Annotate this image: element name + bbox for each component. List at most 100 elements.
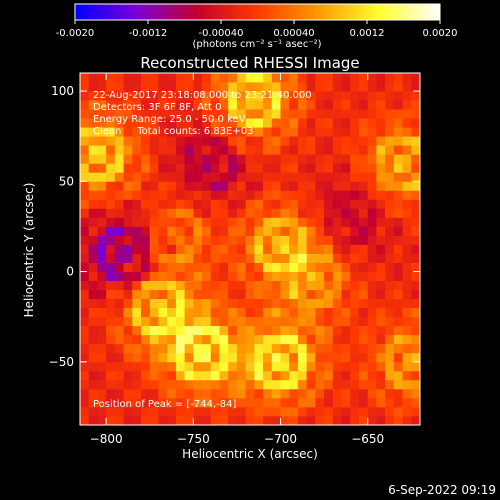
- heatmap-cell: [280, 73, 290, 83]
- heatmap-cell: [149, 298, 159, 309]
- heatmap-cell: [350, 244, 360, 254]
- heatmap-cell: [193, 118, 203, 128]
- heatmap-cell: [315, 145, 325, 155]
- heatmap-cell: [80, 172, 90, 182]
- heatmap-cell: [411, 370, 420, 381]
- heatmap-cell: [315, 253, 325, 263]
- heatmap-cell: [376, 316, 386, 327]
- heatmap-cell: [306, 325, 316, 336]
- heatmap-cell: [332, 199, 342, 209]
- heatmap-cell: [280, 298, 290, 309]
- heatmap-cell: [289, 262, 299, 272]
- heatmap-cell: [202, 91, 212, 101]
- heatmap-cell: [158, 316, 168, 327]
- heatmap-cell: [271, 199, 281, 209]
- heatmap-cell: [88, 289, 98, 300]
- heatmap-cell: [297, 352, 308, 363]
- heatmap-cell: [132, 100, 142, 110]
- heatmap-cell: [228, 181, 238, 191]
- heatmap-cell: [367, 325, 377, 336]
- heatmap-cell: [341, 343, 351, 354]
- heatmap-cell: [393, 271, 403, 281]
- heatmap-cell: [254, 280, 264, 291]
- heatmap-cell: [106, 325, 116, 336]
- heatmap-cell: [315, 199, 325, 209]
- heatmap-cell: [315, 136, 325, 146]
- heatmap-cell: [271, 181, 281, 191]
- y-axis-label: Heliocentric Y (arcsec): [22, 183, 36, 318]
- heatmap-cell: [141, 91, 151, 101]
- heatmap-cell: [219, 100, 229, 110]
- heatmap-cell: [324, 361, 334, 372]
- heatmap-cell: [245, 235, 255, 245]
- heatmap-cell: [236, 244, 247, 254]
- heatmap-cell: [341, 262, 351, 272]
- heatmap-cell: [202, 73, 212, 83]
- heatmap-cell: [80, 370, 90, 381]
- heatmap-cell: [228, 136, 238, 146]
- heatmap-cell: [385, 82, 395, 92]
- heatmap-cell: [411, 397, 420, 408]
- heatmap-cell: [202, 172, 212, 182]
- heatmap-cell: [175, 91, 186, 101]
- heatmap-cell: [184, 109, 194, 119]
- heatmap-cell: [245, 181, 255, 191]
- heatmap-cell: [175, 82, 186, 92]
- heatmap-cell: [297, 190, 308, 200]
- heatmap-cell: [254, 289, 264, 300]
- heatmap-cell: [341, 415, 351, 425]
- heatmap-cell: [149, 145, 159, 155]
- heatmap-cell: [280, 199, 290, 209]
- heatmap-cell: [245, 208, 255, 218]
- heatmap-cell: [411, 172, 420, 182]
- heatmap-cell: [175, 235, 186, 245]
- heatmap-cell: [106, 208, 116, 218]
- heatmap-cell: [228, 406, 238, 417]
- heatmap-cell: [280, 100, 290, 110]
- heatmap-cell: [289, 289, 299, 300]
- heatmap-cell: [306, 415, 316, 425]
- y-tick-label: 100: [51, 84, 74, 98]
- heatmap-cell: [254, 100, 264, 110]
- heatmap-cell: [219, 289, 229, 300]
- heatmap-cell: [88, 109, 98, 119]
- heatmap-cell: [289, 118, 299, 128]
- heatmap-cell: [202, 190, 212, 200]
- heatmap-cell: [271, 262, 281, 272]
- colorbar: -0.0020 -0.0012 -0.00040 0.00040 0.0012 0.002…: [56, 3, 458, 50]
- heatmap-cell: [149, 217, 159, 227]
- heatmap-cell: [376, 370, 386, 381]
- heatmap-cell: [184, 244, 194, 254]
- heatmap-cell: [350, 82, 360, 92]
- heatmap-cell: [114, 163, 124, 173]
- heatmap-cell: [350, 118, 360, 128]
- heatmap-cell: [80, 181, 90, 191]
- heatmap-cell: [167, 163, 177, 173]
- heatmap-cell: [106, 343, 116, 354]
- heatmap-cell: [402, 199, 412, 209]
- heatmap-cell: [393, 163, 403, 173]
- heatmap-cell: [193, 163, 203, 173]
- heatmap-cell: [367, 343, 377, 354]
- heatmap-cell: [332, 154, 342, 164]
- heatmap-cell: [88, 397, 98, 408]
- heatmap-cell: [193, 415, 203, 425]
- heatmap-cell: [271, 91, 281, 101]
- heatmap-cell: [158, 118, 168, 128]
- heatmap-cell: [297, 343, 308, 354]
- heatmap-cell: [88, 118, 98, 128]
- heatmap-cell: [306, 217, 316, 227]
- heatmap-cell: [280, 217, 290, 227]
- heatmap-cell: [280, 118, 290, 128]
- heatmap-cell: [306, 82, 316, 92]
- heatmap-cell: [297, 100, 308, 110]
- heatmap-cell: [97, 298, 107, 309]
- heatmap-cell: [149, 181, 159, 191]
- heatmap-cell: [141, 352, 151, 363]
- heatmap-cell: [315, 82, 325, 92]
- heatmap-cell: [193, 280, 203, 291]
- heatmap-cell: [123, 127, 133, 137]
- heatmap-cell: [358, 73, 369, 83]
- heatmap-cell: [202, 163, 212, 173]
- heatmap-cell: [97, 370, 107, 381]
